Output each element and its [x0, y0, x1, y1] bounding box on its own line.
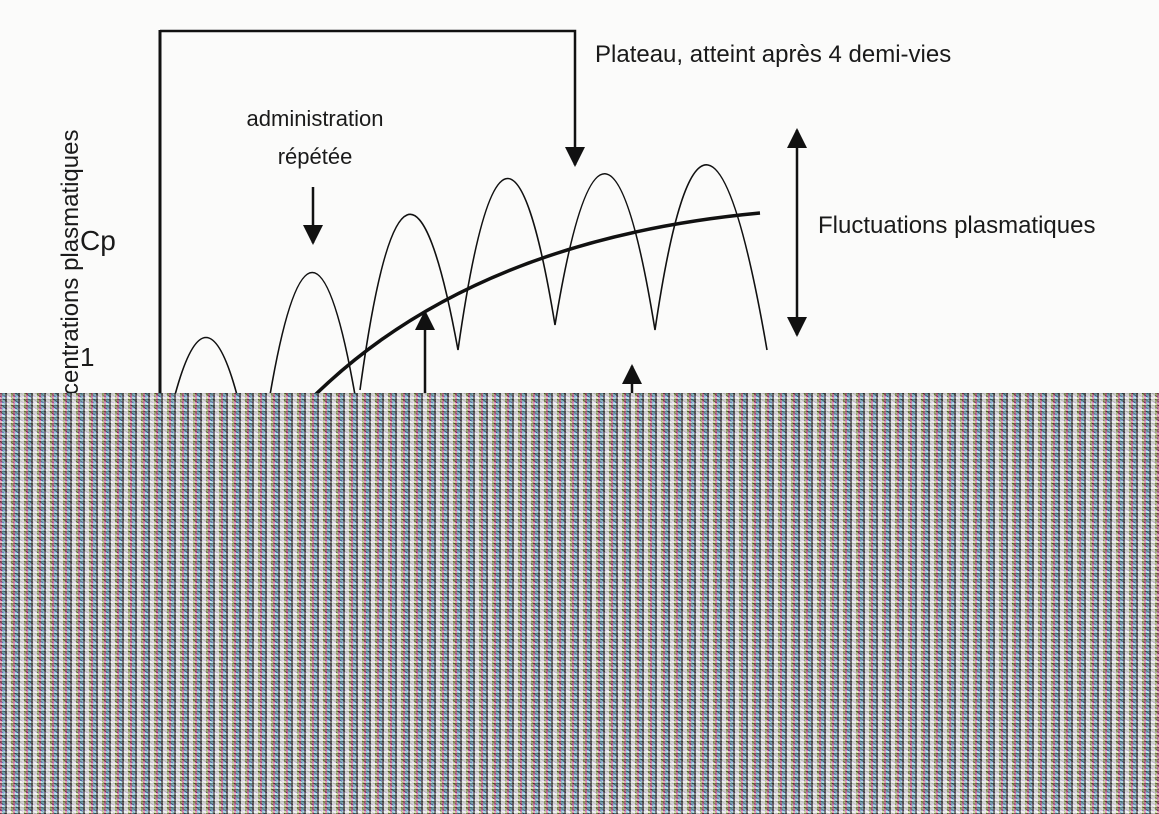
- corrupted-region: [0, 393, 1159, 814]
- annotation: administration: [247, 106, 384, 131]
- axis-label: centrations plasmatiques: [57, 130, 84, 395]
- concentration-curve: [269, 164, 768, 396]
- annotation: Plateau, atteint après 4 demi-vies: [595, 41, 951, 68]
- drawing: [158, 29, 807, 402]
- annotation: Fluctuations plasmatiques: [818, 212, 1095, 239]
- y-label: Cp: [80, 225, 116, 256]
- concentration-curve: [174, 336, 238, 396]
- plateau-arrow: [160, 29, 585, 167]
- annotation: répétée: [278, 144, 353, 169]
- mean-curve: [308, 211, 761, 402]
- y-label: 1: [80, 342, 94, 372]
